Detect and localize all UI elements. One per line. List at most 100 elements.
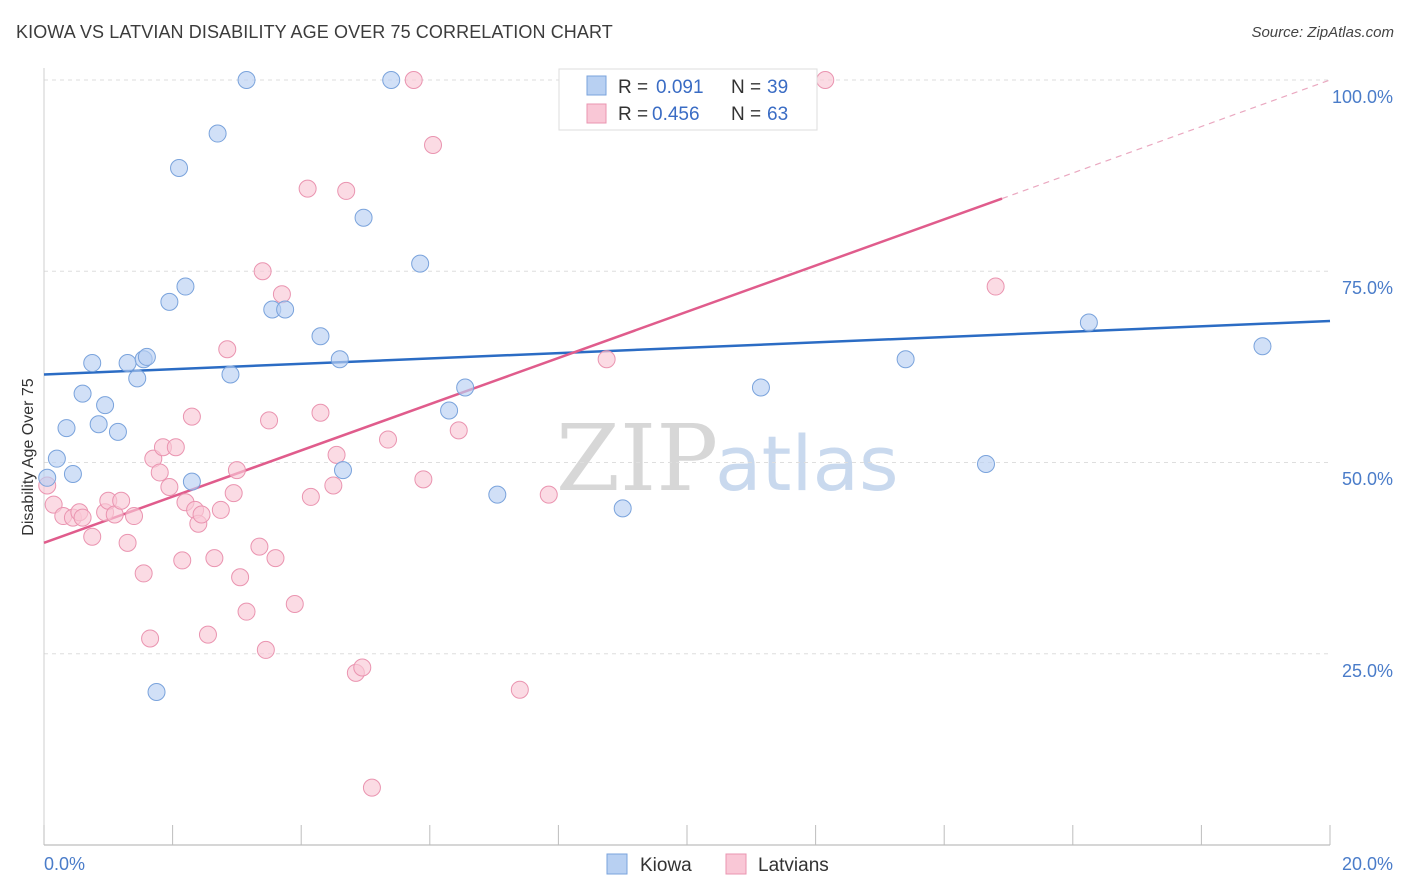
data-point-kiowa — [382, 71, 401, 89]
data-point-latvians — [134, 564, 153, 583]
legend-stats: R = 0.091 N = 39 R = 0.456 N = 63 — [558, 68, 818, 131]
data-point-latvians — [404, 71, 423, 89]
data-point-latvians — [218, 340, 237, 359]
data-point-kiowa — [73, 384, 92, 403]
bottom-legend-kiowa: Kiowa — [640, 855, 692, 876]
data-point-kiowa — [896, 350, 915, 369]
data-point-latvians — [298, 179, 317, 198]
data-point-kiowa — [1253, 337, 1272, 356]
data-point-kiowa — [63, 464, 82, 483]
data-point-kiowa — [128, 369, 147, 388]
data-point-latvians — [816, 71, 835, 89]
data-point-latvians — [449, 421, 468, 440]
data-point-latvians — [166, 438, 185, 457]
data-point-kiowa — [47, 449, 66, 468]
data-point-kiowa — [237, 71, 256, 89]
data-point-latvians — [44, 495, 63, 514]
watermark-atlas: atlas — [715, 419, 899, 508]
data-point-latvians — [205, 549, 224, 568]
y-tick-label-50: 50.0% — [1342, 469, 1393, 489]
data-point-latvians — [362, 778, 381, 797]
data-point-latvians — [510, 680, 529, 699]
trend-line-latvians — [43, 197, 1003, 545]
data-point-kiowa — [182, 472, 201, 491]
data-point-latvians — [260, 411, 279, 430]
y-tick-label-75: 75.0% — [1342, 278, 1393, 298]
legend-latvians-n-label: N = — [731, 104, 761, 125]
chart-title: KIOWA VS LATVIAN DISABILITY AGE OVER 75 … — [16, 22, 613, 42]
data-point-latvians — [311, 403, 330, 422]
legend-swatch-kiowa — [586, 75, 607, 96]
data-point-kiowa — [38, 468, 57, 487]
data-points — [38, 71, 1272, 797]
data-point-latvians — [324, 476, 343, 495]
data-point-latvians — [73, 508, 92, 527]
data-point-latvians — [301, 487, 320, 506]
source-credit: Source: ZipAtlas.com — [1251, 24, 1394, 41]
bottom-legend-latvians: Latvians — [758, 855, 829, 876]
data-point-kiowa — [613, 499, 632, 518]
data-point-latvians — [327, 445, 346, 464]
data-point-latvians — [986, 277, 1005, 296]
data-point-latvians — [353, 658, 372, 677]
data-point-kiowa — [221, 365, 240, 384]
data-point-latvians — [379, 430, 398, 449]
data-point-kiowa — [751, 378, 770, 397]
data-point-kiowa — [57, 419, 76, 438]
data-point-latvians — [83, 527, 102, 546]
legend-kiowa-n-label: N = — [731, 77, 761, 98]
x-tick-label-min: 0.0% — [44, 854, 85, 874]
x-tick-label-max: 20.0% — [1342, 854, 1393, 874]
data-point-latvians — [539, 485, 558, 504]
legend-kiowa-n-value: 39 — [767, 77, 788, 98]
data-point-kiowa — [354, 208, 373, 227]
data-point-latvians — [237, 602, 256, 621]
data-point-kiowa — [118, 354, 137, 373]
data-point-kiowa — [976, 455, 995, 474]
data-point-kiowa — [96, 396, 115, 415]
data-point-kiowa — [330, 350, 349, 369]
data-point-latvians — [285, 595, 304, 614]
data-point-latvians — [224, 484, 243, 503]
data-point-kiowa — [488, 485, 507, 504]
data-point-latvians — [337, 181, 356, 200]
data-point-latvians — [112, 491, 131, 510]
data-point-kiowa — [176, 277, 195, 296]
axes — [43, 68, 1331, 846]
legend-latvians-r-value: 0.456 — [652, 104, 700, 125]
data-point-kiowa — [333, 461, 352, 480]
trend-line-kiowa — [43, 319, 1331, 376]
data-point-latvians — [125, 507, 144, 526]
legend-latvians-r-label: R = — [618, 104, 648, 125]
data-point-kiowa — [170, 158, 189, 177]
data-point-kiowa — [208, 124, 227, 143]
data-point-latvians — [192, 505, 211, 524]
data-point-latvians — [272, 285, 291, 304]
y-axis-label: Disability Age Over 75 — [20, 378, 37, 536]
data-point-latvians — [424, 136, 443, 155]
watermark-zip: ZIP — [556, 405, 718, 512]
data-point-kiowa — [440, 401, 459, 420]
data-point-latvians — [231, 568, 250, 587]
data-point-latvians — [266, 549, 285, 568]
legend-swatch-latvians — [586, 103, 607, 124]
data-point-latvians — [141, 629, 160, 648]
data-point-kiowa — [83, 354, 102, 373]
trend-line-latvians-extension — [1001, 79, 1331, 200]
data-point-kiowa — [108, 422, 127, 441]
data-point-latvians — [198, 625, 217, 644]
data-point-kiowa — [1079, 313, 1098, 332]
y-tick-label-25: 25.0% — [1342, 661, 1393, 681]
data-point-latvians — [253, 262, 272, 281]
legend-kiowa-r-label: R = — [618, 77, 648, 98]
data-point-kiowa — [147, 683, 166, 701]
data-point-latvians — [227, 461, 246, 480]
data-point-latvians — [118, 533, 137, 552]
legend-series: Kiowa Latvians — [606, 853, 829, 876]
bottom-legend-swatch-kiowa — [606, 853, 628, 875]
trend-lines — [43, 79, 1331, 545]
y-tick-label-100: 100.0% — [1332, 87, 1393, 107]
data-point-latvians — [211, 500, 230, 519]
data-point-latvians — [597, 350, 616, 369]
